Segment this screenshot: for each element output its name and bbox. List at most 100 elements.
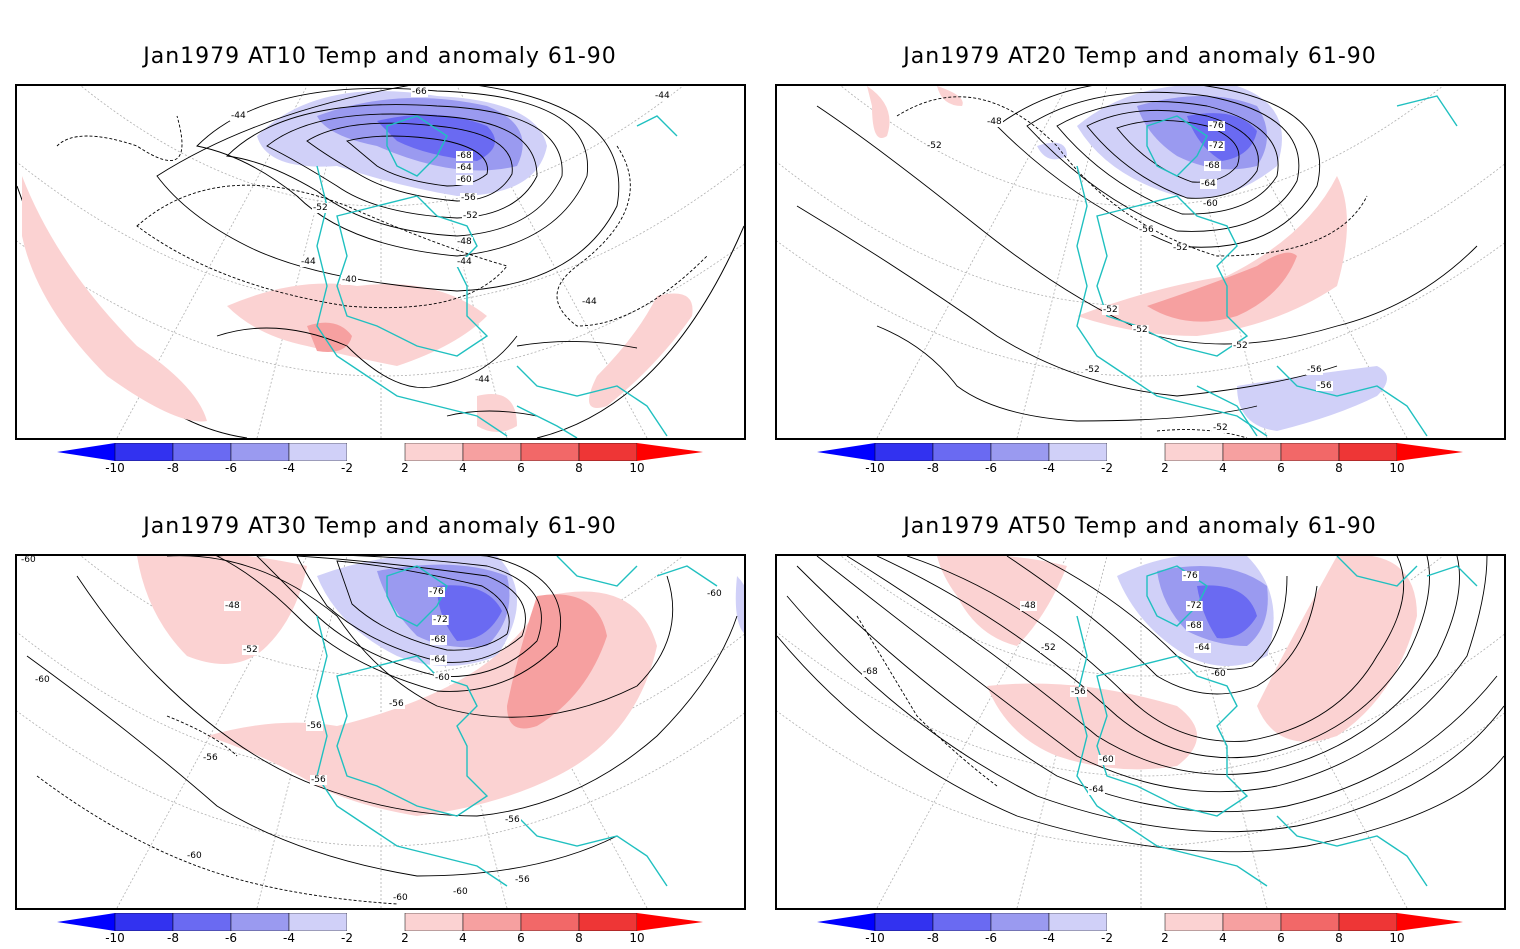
contour-label-bg	[312, 203, 329, 213]
contour-label-bg	[34, 675, 51, 685]
contour-label: -64	[457, 163, 472, 173]
map-frame: -48 -52 -60 -76 -72 -68 -64 -60 -56 -56 …	[15, 554, 746, 910]
contour-label-bg	[1172, 243, 1189, 253]
contour-label: -44	[301, 257, 316, 267]
contour-label: -52	[1133, 325, 1148, 335]
colorbar: -10 -8 -6 -4 -2 2 4 6 8 10	[57, 442, 703, 479]
contour-label-bg	[1102, 305, 1119, 315]
contour-label-bg	[1084, 365, 1101, 375]
colorbar-swatches	[817, 912, 1463, 932]
contour-label-bg	[341, 275, 358, 285]
contour-label-bg	[456, 237, 473, 247]
contour-label-bg	[411, 87, 428, 97]
colorbar-label: 2	[401, 931, 409, 945]
contour-label-bg	[1186, 621, 1203, 631]
contour-label: -60	[187, 851, 202, 861]
contour-label: -66	[412, 87, 427, 97]
contour-label: -52	[1233, 341, 1248, 351]
contour-label-bg	[1208, 121, 1225, 131]
contour-label-bg	[1306, 365, 1323, 375]
contour-label: -76	[1183, 571, 1198, 581]
colorbar-label: 10	[1389, 931, 1405, 945]
colorbar-arrow-low	[57, 443, 115, 461]
contour-label-bg	[388, 699, 405, 709]
contour-label: -56	[1317, 381, 1332, 391]
contour-label: -44	[475, 375, 490, 385]
contour-label-bg	[1212, 423, 1229, 433]
contour-label: -64	[1195, 643, 1210, 653]
colorbar-label: -8	[167, 461, 179, 475]
contour-labels: -48 -52 -76 -72 -68 -64 -60 -56 -52 -52 …	[926, 117, 1333, 433]
contour-label-bg	[1040, 643, 1057, 653]
map-frame: -48 -52 -76 -72 -68 -64 -60 -56 -52 -52 …	[775, 84, 1506, 440]
contour-label: -48	[1021, 601, 1036, 611]
contour-label: -44	[457, 257, 472, 267]
contour-label-bg	[310, 775, 327, 785]
colorbar-swatches	[57, 442, 703, 462]
contour-labels: -44 -66 -44 -68 -64 -60 -56 -52 -52 -48 …	[230, 87, 671, 385]
colorbar-label: -4	[1043, 931, 1055, 945]
contour-label: -56	[311, 775, 326, 785]
colorbar-label: 6	[1277, 931, 1285, 945]
contour-label: -60	[35, 675, 50, 685]
contour-label-bg	[230, 111, 247, 121]
colorbar-arrow-low	[817, 443, 875, 461]
contour-label: -68	[1205, 161, 1220, 171]
contour-label: -60	[1203, 199, 1218, 209]
contour-label-bg	[392, 893, 409, 903]
contour-label-bg	[452, 887, 469, 897]
colorbar: -10 -8 -6 -4 -2 2 4 6 8 10	[817, 442, 1463, 479]
contour-label-bg	[1138, 225, 1155, 235]
contour-label: -56	[515, 875, 530, 885]
contour-label: -72	[433, 615, 448, 625]
contour-label: -52	[243, 645, 258, 655]
colorbar-label: -10	[105, 931, 125, 945]
contour-label-bg	[306, 721, 323, 731]
contour-label: -48	[457, 237, 472, 247]
colorbar-label: -10	[865, 461, 885, 475]
contour-labels: -48 -52 -68 -76 -72 -68 -64 -60 -56 -60 …	[862, 571, 1227, 795]
contour-label: -60	[457, 175, 472, 185]
contour-label: -72	[1187, 601, 1202, 611]
colorbar-label: 8	[1335, 931, 1343, 945]
contour-label: -68	[457, 151, 472, 161]
map-at10: -44 -66 -44 -68 -64 -60 -56 -52 -52 -48 …	[17, 86, 744, 438]
colorbar-arrow-high	[1397, 913, 1463, 931]
contour-label: -60	[453, 887, 468, 897]
colorbar-label: -10	[865, 931, 885, 945]
contour-label: -44	[582, 297, 597, 307]
colorbar: -10 -8 -6 -4 -2 2 4 6 8 10	[817, 912, 1463, 949]
contour-label: -52	[463, 211, 478, 221]
panel-title: Jan1979 AT10 Temp and anomaly 61-90	[143, 44, 617, 69]
map-at50: -48 -52 -68 -76 -72 -68 -64 -60 -56 -60 …	[777, 556, 1504, 908]
contour-label-bg	[504, 815, 521, 825]
colorbar-label: 6	[1277, 461, 1285, 475]
contour-label-bg	[202, 753, 219, 763]
contour-label-bg	[456, 163, 473, 173]
contour-label-bg	[986, 117, 1003, 127]
contour-label: -48	[987, 117, 1002, 127]
contour-label: -64	[431, 655, 446, 665]
colorbar-label: 8	[1335, 461, 1343, 475]
contour-label: -68	[863, 667, 878, 677]
map-frame: -44 -66 -44 -68 -64 -60 -56 -52 -52 -48 …	[15, 84, 746, 440]
map-at20: -48 -52 -76 -72 -68 -64 -60 -56 -52 -52 …	[777, 86, 1504, 438]
panel-title: Jan1979 AT20 Temp and anomaly 61-90	[903, 44, 1377, 69]
contour-label-bg	[1232, 341, 1249, 351]
contour-label: -72	[1209, 141, 1224, 151]
colorbar-swatches	[57, 912, 703, 932]
colorbar-label: -2	[1101, 931, 1113, 945]
map-at30: -48 -52 -60 -76 -72 -68 -64 -60 -56 -56 …	[17, 556, 744, 908]
colorbar-label: 4	[459, 461, 467, 475]
contour-label-bg	[1020, 601, 1037, 611]
colorbar-label: -8	[167, 931, 179, 945]
contour-label: -52	[1041, 643, 1056, 653]
contour-label: -40	[342, 275, 357, 285]
contour-label: -56	[389, 699, 404, 709]
contour-label-bg	[434, 673, 451, 683]
colorbar-label: -8	[927, 931, 939, 945]
contour-label-bg	[456, 151, 473, 161]
colorbar-label: 10	[629, 931, 645, 945]
contour-label: -48	[225, 601, 240, 611]
colorbar-label: -2	[1101, 461, 1113, 475]
